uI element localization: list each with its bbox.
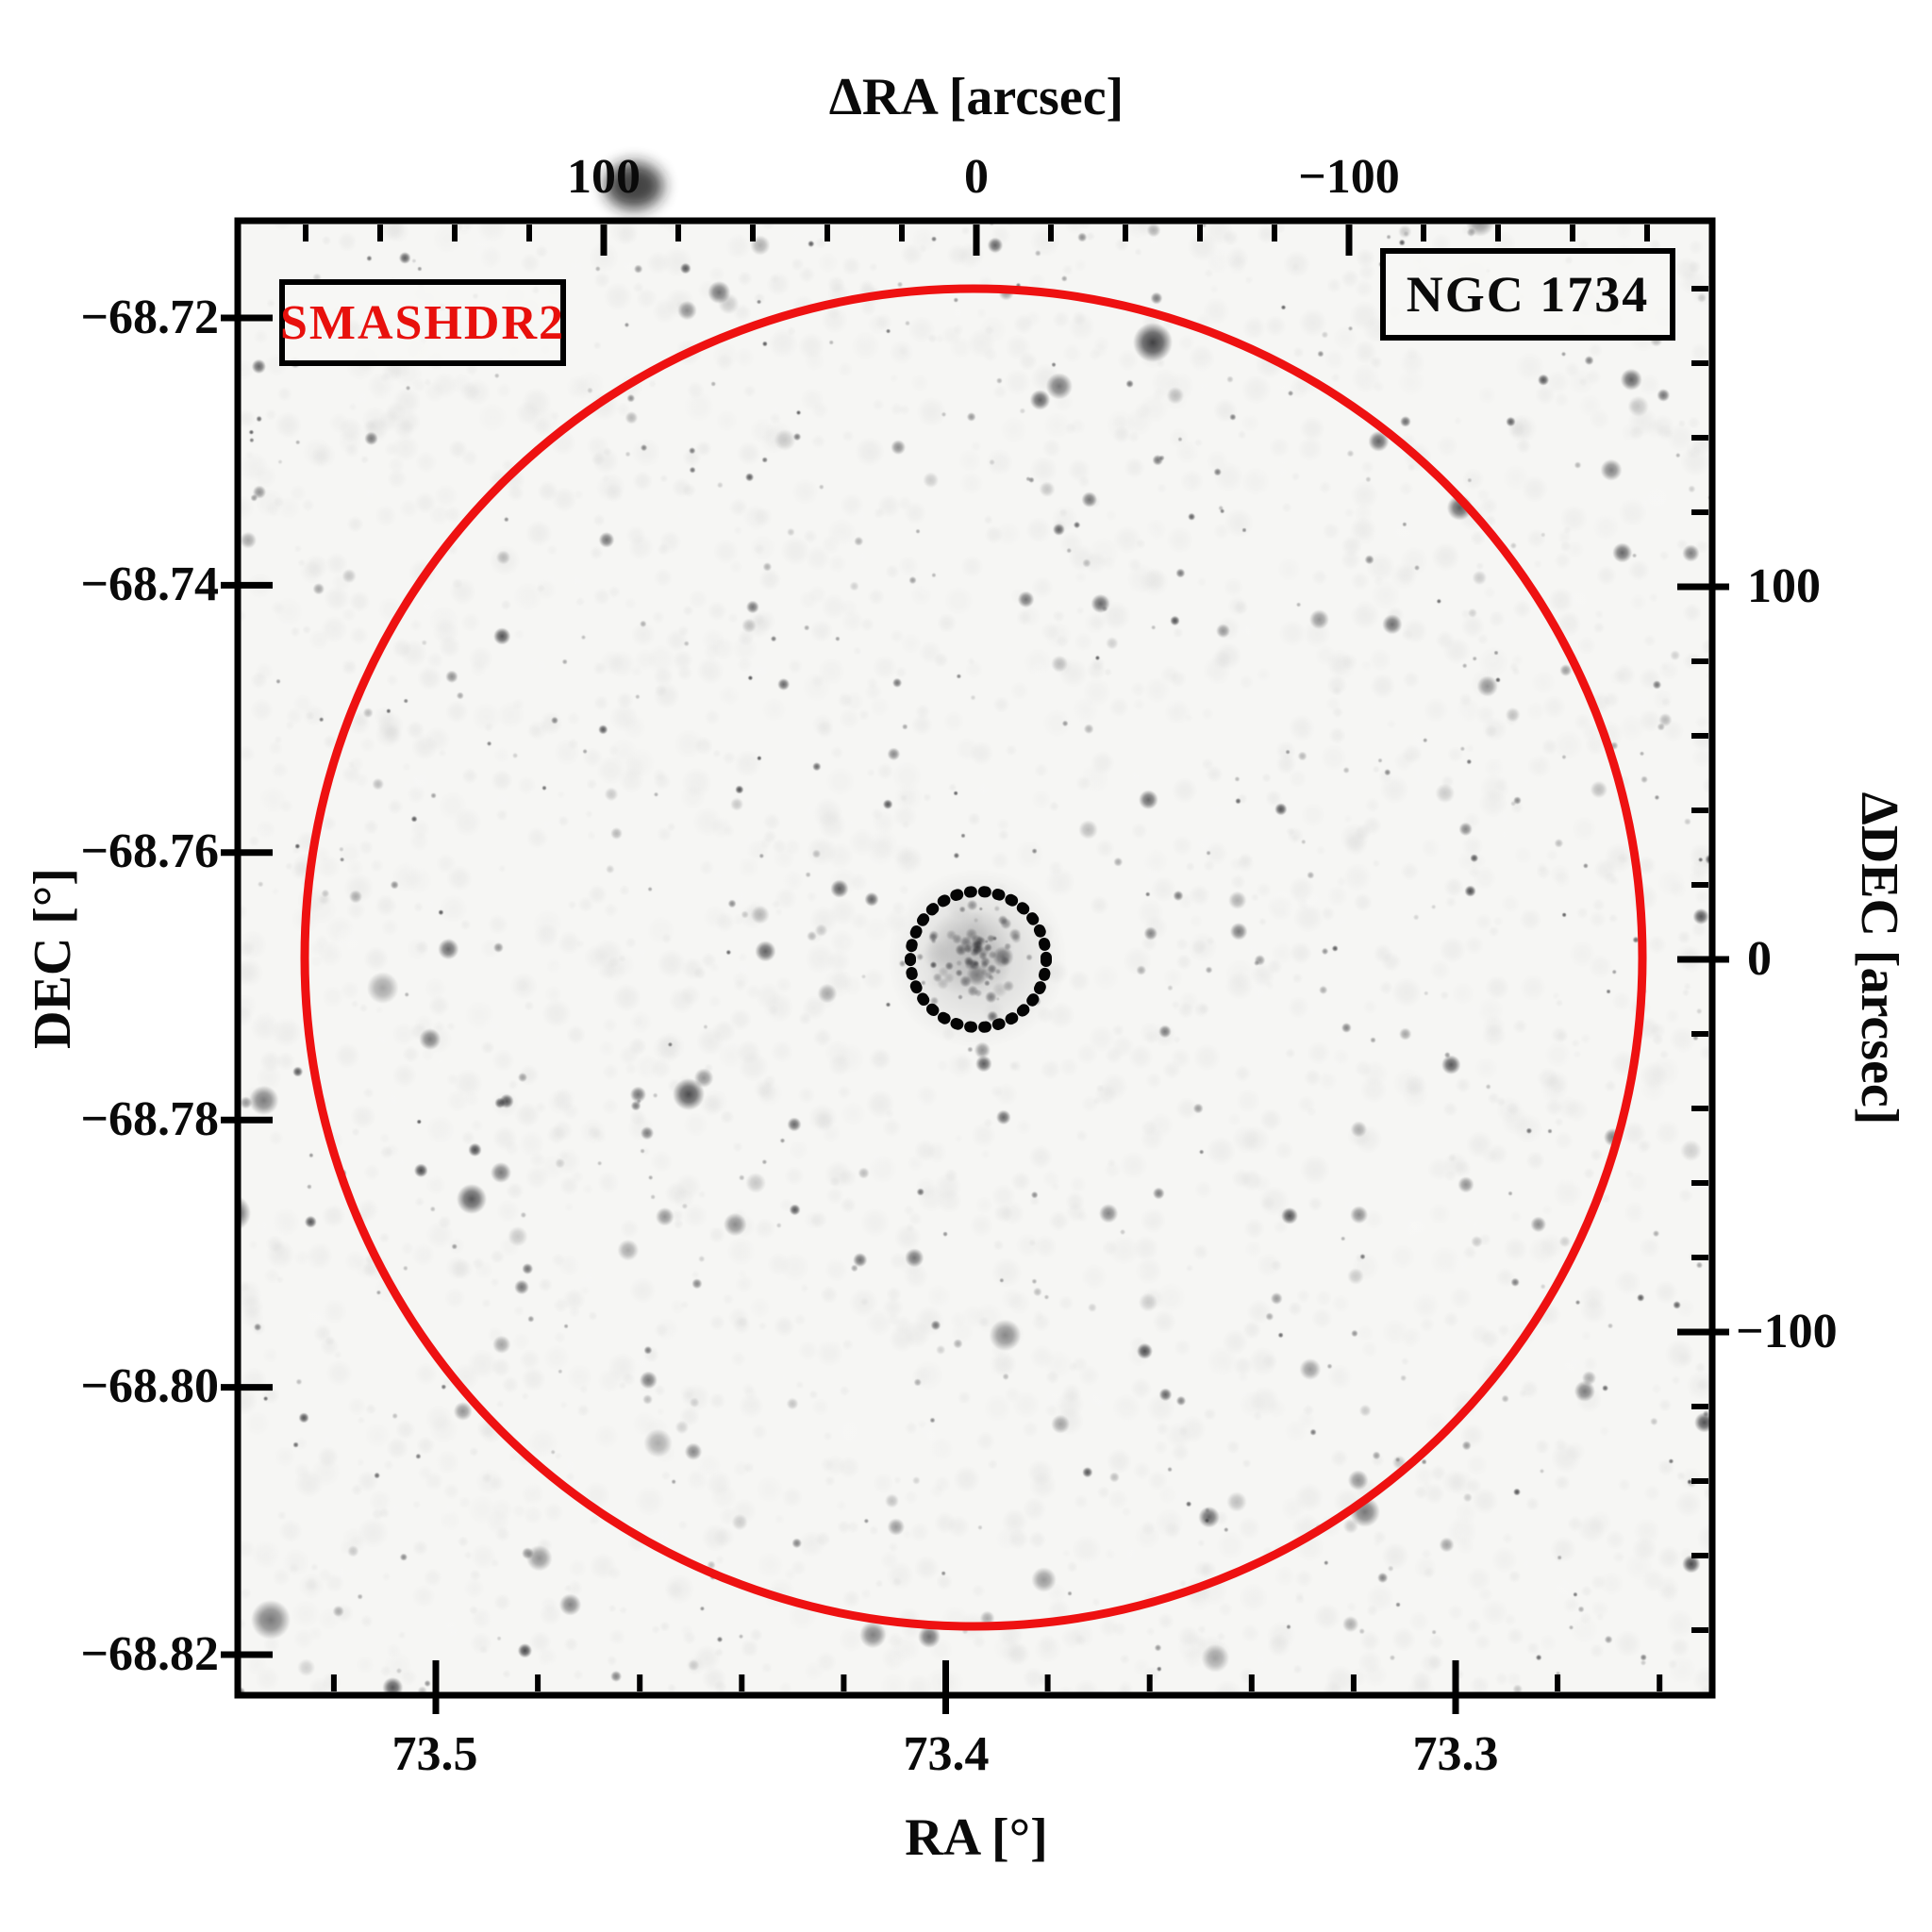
left-tick-label-0: −68.72 bbox=[80, 291, 219, 344]
survey-badge-label: SMASHDR2 bbox=[279, 295, 566, 350]
left-tick-label-3: −68.78 bbox=[80, 1092, 219, 1146]
cluster-core-circle bbox=[905, 886, 1052, 1033]
bottom-axis-title: RA [°] bbox=[905, 1808, 1048, 1867]
bright-galaxy-blob bbox=[605, 162, 663, 209]
field-radius-circle bbox=[300, 284, 1647, 1631]
top-tick-label-m100: −100 bbox=[1298, 150, 1400, 204]
top-tick-label-100: 100 bbox=[567, 150, 641, 204]
plot-frame bbox=[234, 217, 1716, 1699]
top-axis-title: ΔRA [arcsec] bbox=[828, 68, 1124, 126]
right-tick-label-0: 0 bbox=[1747, 932, 1772, 986]
left-tick-label-4: −68.80 bbox=[80, 1359, 219, 1413]
top-tick-label-0: 0 bbox=[964, 150, 989, 204]
bottom-tick-label-734: 73.4 bbox=[903, 1727, 990, 1781]
right-axis-title: ΔDEC [arcsec] bbox=[1850, 791, 1908, 1125]
left-tick-label-1: −68.74 bbox=[80, 558, 219, 611]
left-tick-label-5: −68.82 bbox=[80, 1627, 219, 1681]
sky-image-canvas bbox=[238, 221, 1712, 1695]
bottom-tick-label-733: 73.3 bbox=[1412, 1727, 1499, 1781]
target-name-label: NGC 1734 bbox=[1406, 266, 1650, 323]
right-tick-label-m100: −100 bbox=[1736, 1305, 1838, 1358]
left-axis-title: DEC [°] bbox=[24, 868, 82, 1049]
right-tick-label-100: 100 bbox=[1747, 559, 1821, 613]
survey-badge: SMASHDR2 bbox=[279, 279, 566, 366]
target-name-badge: NGC 1734 bbox=[1380, 248, 1675, 341]
left-tick-label-2: −68.76 bbox=[80, 824, 219, 878]
axis-ticks bbox=[221, 225, 1729, 1714]
bottom-tick-label-735: 73.5 bbox=[391, 1727, 478, 1781]
